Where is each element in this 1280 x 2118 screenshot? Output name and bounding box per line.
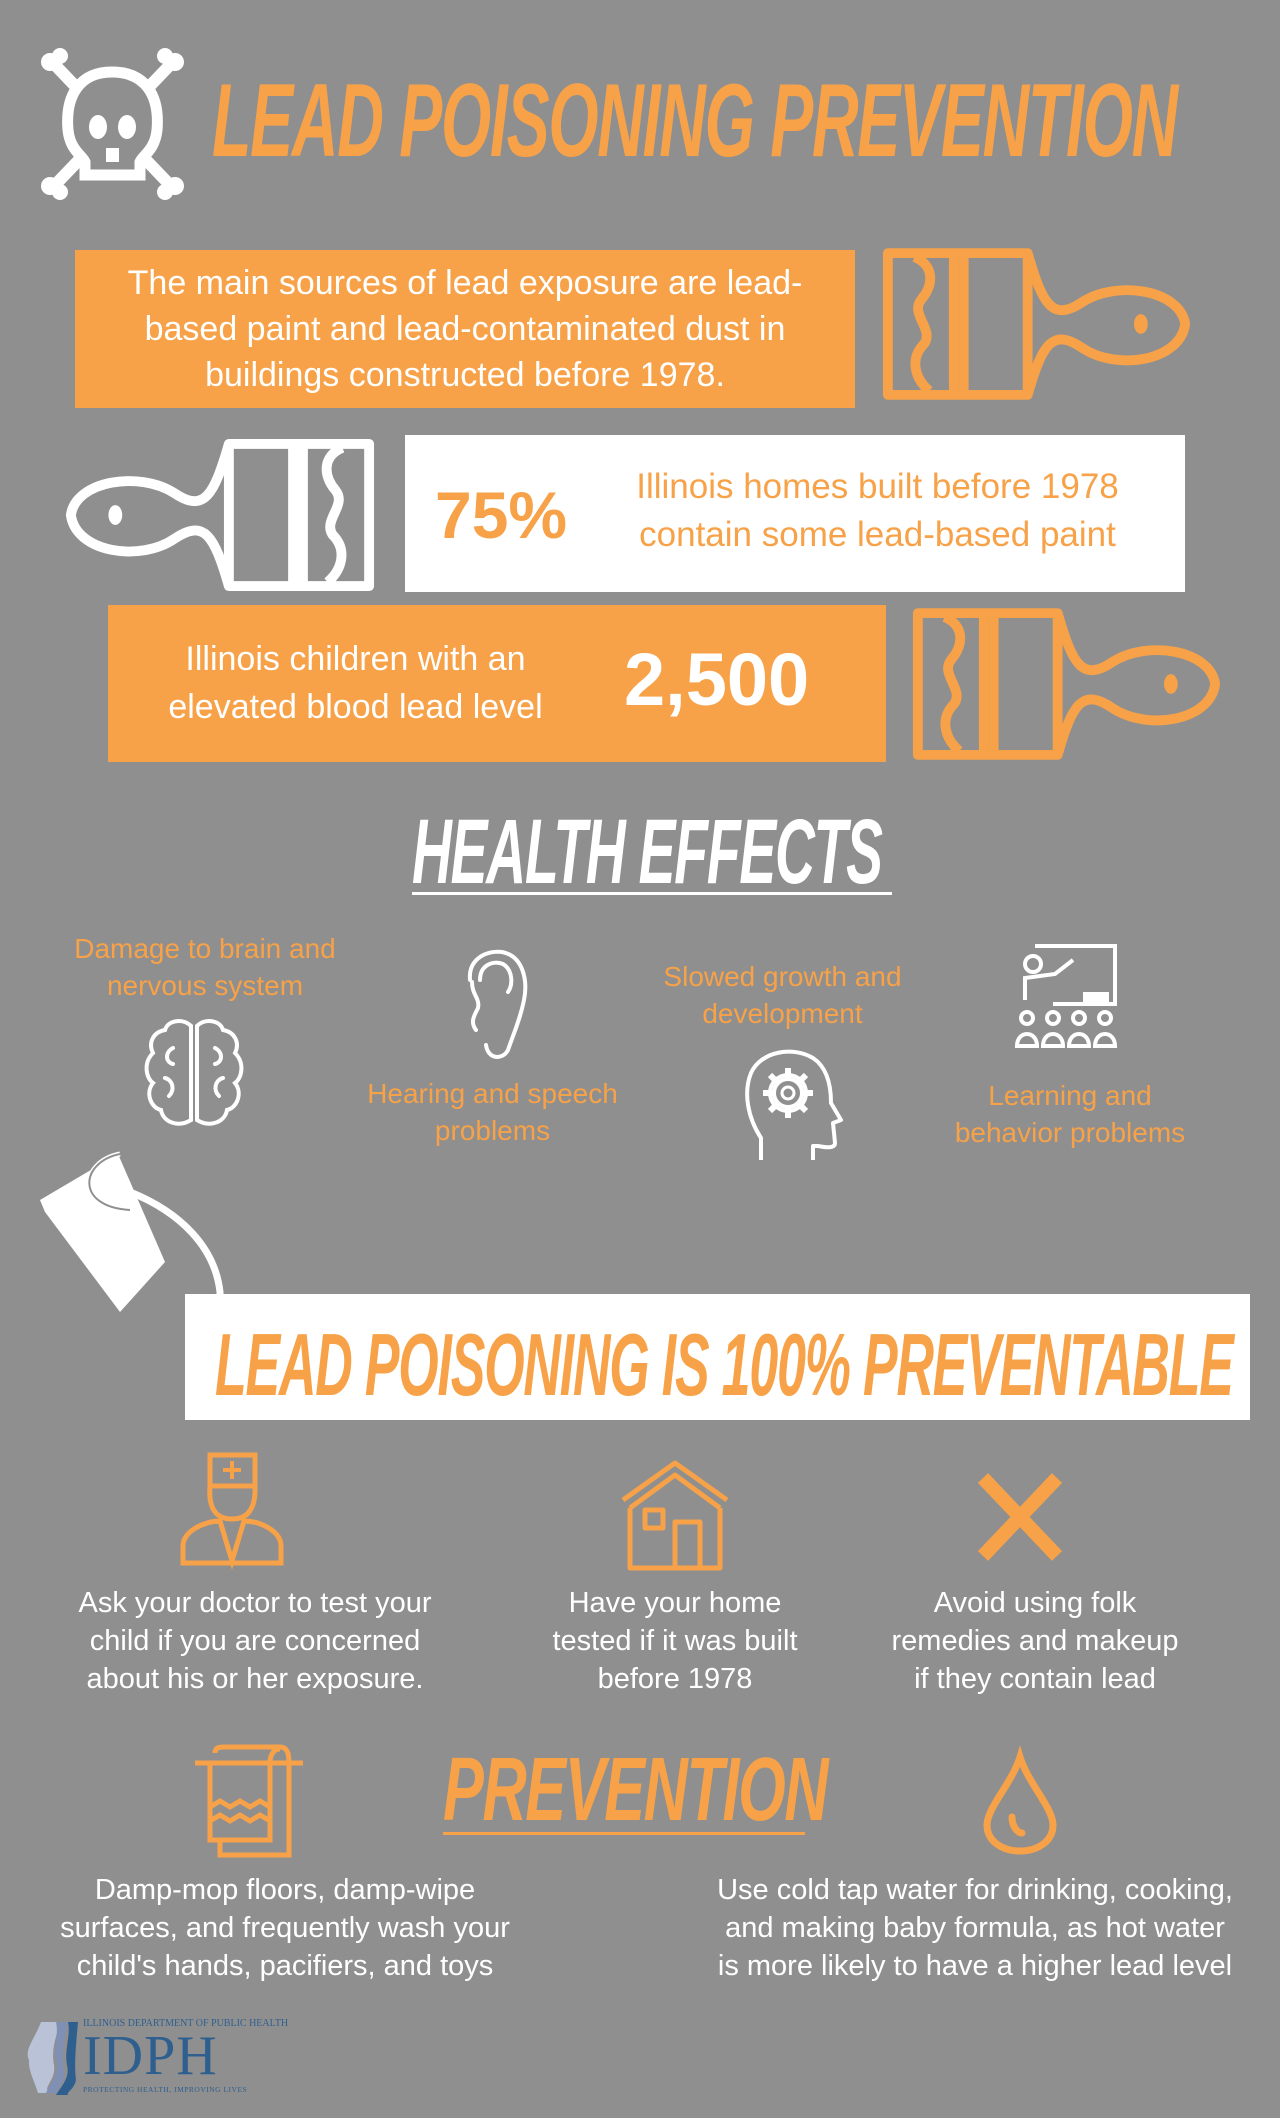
health-effect-label: Slowed growth and [663, 961, 902, 992]
logo-main-text: IDPH [83, 2025, 218, 2087]
sources-box: The main sources of lead exposure are le… [75, 250, 855, 408]
tip-line: remedies and makeup [891, 1625, 1179, 1657]
house-icon [621, 1460, 729, 1571]
health-effect-label: problems [434, 1115, 551, 1146]
classroom-icon [1014, 944, 1118, 1048]
tip-line: about his or her exposure. [86, 1663, 424, 1695]
homes-stat: 75% [435, 478, 568, 552]
prevention-line: child's hands, pacifiers, and toys [76, 1950, 494, 1982]
prevention-line: is more likely to have a higher lead lev… [717, 1950, 1233, 1982]
health-effects-heading: HEALTH EFFECTS [412, 801, 883, 903]
children-line: elevated blood lead level [168, 688, 543, 726]
children-line: Illinois children with an [185, 640, 526, 678]
health-effect-label: nervous system [106, 970, 304, 1001]
paintbrush-icon [65, 438, 375, 592]
health-effect-label: behavior problems [954, 1117, 1186, 1148]
ear-icon [467, 949, 528, 1059]
skull-crossbones-icon [41, 48, 184, 200]
tip-line: if they contain lead [914, 1663, 1156, 1695]
towel-icon [195, 1744, 303, 1858]
page-title: LEAD POISONING PREVENTION [212, 63, 1178, 179]
paintbrush-icon [882, 248, 1191, 400]
homes-line: contain some lead-based paint [639, 515, 1116, 554]
prevention-line: Use cold tap water for drinking, cooking… [717, 1874, 1233, 1906]
idph-logo: ILLINOIS DEPARTMENT OF PUBLIC HEALTH IDP… [26, 2018, 288, 2098]
homes-line: Illinois homes built before 1978 [636, 467, 1119, 506]
brain-icon [144, 1019, 244, 1126]
prevention-line: Damp-mop floors, damp-wipe [94, 1874, 476, 1906]
sources-line: buildings constructed before 1978. [205, 356, 725, 394]
children-stat: 2,500 [624, 638, 810, 721]
water-drop-icon [983, 1745, 1057, 1855]
paint-bucket-icon [40, 1151, 224, 1314]
preventable-banner: LEAD POISONING IS 100% PREVENTABLE [185, 1294, 1250, 1420]
head-gear-icon [745, 1049, 843, 1160]
logo-tagline: PROTECTING HEALTH, IMPROVING LIVES [83, 2085, 248, 2094]
logo-top-text: ILLINOIS DEPARTMENT OF PUBLIC HEALTH [83, 2018, 289, 2029]
prevention-line: surfaces, and frequently wash your [60, 1912, 510, 1944]
homes-box: 75% Illinois homes built before 1978 con… [405, 435, 1185, 592]
sources-line: The main sources of lead exposure are le… [127, 264, 803, 302]
tip-line: Ask your doctor to test your [78, 1587, 432, 1619]
x-icon [977, 1473, 1063, 1561]
tip-line: tested if it was built [552, 1625, 798, 1657]
children-box: Illinois children with an elevated blood… [108, 605, 886, 762]
sources-line: based paint and lead-contaminated dust i… [144, 310, 786, 348]
illinois-silhouette-icon [27, 2022, 78, 2095]
tip-line: child if you are concerned [89, 1625, 421, 1657]
doctor-icon [180, 1452, 284, 1570]
preventable-banner-text: LEAD POISONING IS 100% PREVENTABLE [215, 1315, 1234, 1414]
prevention-line: and making baby formula, as hot water [725, 1912, 1225, 1944]
health-effect-label: Learning and [988, 1080, 1152, 1111]
paintbrush-icon [912, 608, 1221, 760]
health-effect-label: Damage to brain and [74, 933, 336, 964]
prevention-heading: PREVENTION [443, 1740, 829, 1840]
tip-line: Avoid using folk [933, 1587, 1137, 1619]
health-effect-label: development [702, 998, 863, 1029]
tip-line: Have your home [568, 1587, 782, 1619]
tip-line: before 1978 [597, 1663, 753, 1695]
health-effect-label: Hearing and speech [367, 1078, 618, 1109]
